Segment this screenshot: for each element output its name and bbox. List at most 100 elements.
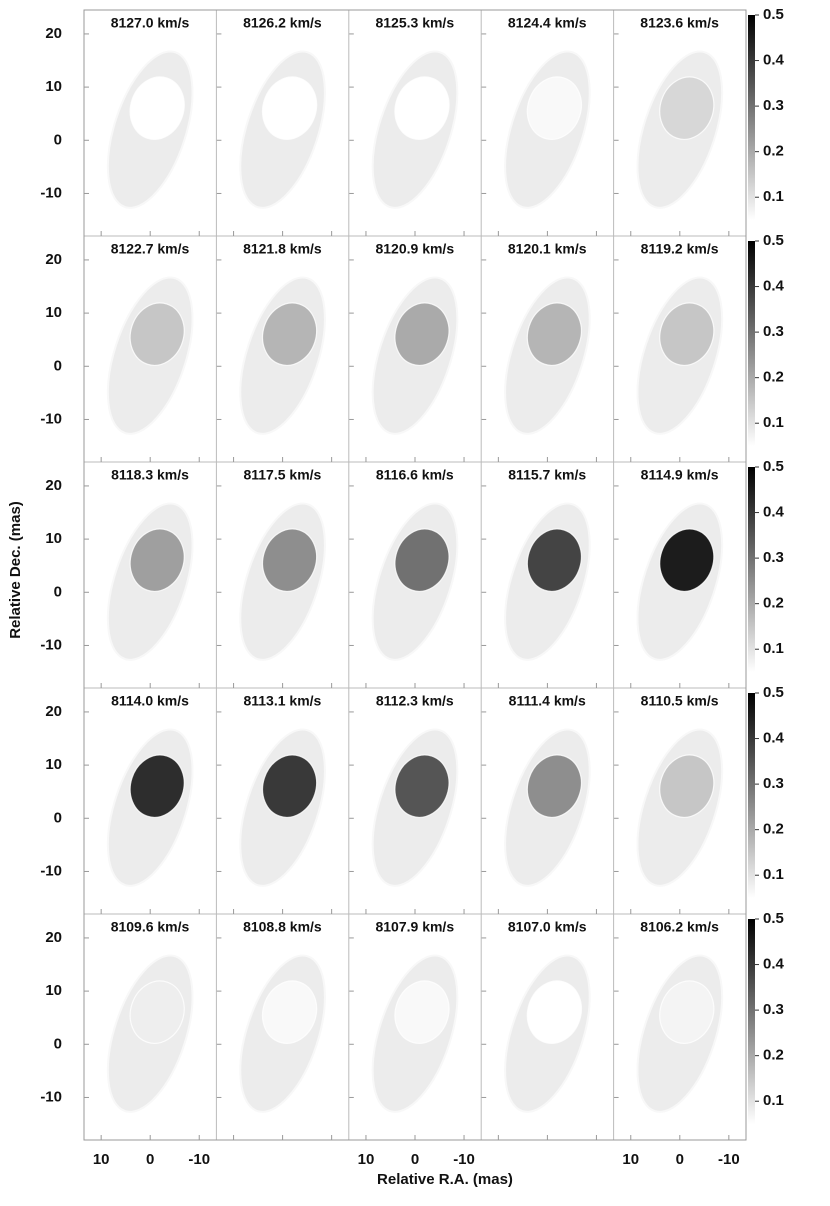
channel-label: 8107.9 km/s [375, 919, 454, 935]
colorbar-tick-label: 0.5 [763, 910, 784, 927]
channel-panel [504, 502, 591, 661]
channel-label: 8106.2 km/s [640, 919, 719, 935]
peak-emission [526, 302, 582, 366]
colorbar-tick-label: 0.4 [763, 956, 785, 973]
channel-panel [106, 502, 194, 661]
channel-label: 8125.3 km/s [375, 15, 454, 31]
channel-label: 8118.3 km/s [111, 467, 189, 483]
colorbar-tick-label: 0.4 [763, 278, 785, 295]
x-axis-label: Relative R.A. (mas) [377, 1171, 513, 1188]
channel-label: 8114.0 km/s [111, 693, 189, 709]
peak-emission [129, 302, 185, 366]
colorbar-tick-label: 0.5 [763, 6, 784, 23]
channel-panel [636, 954, 724, 1113]
colorbar-tick-label: 0.3 [763, 1001, 784, 1018]
channel-label: 8121.8 km/s [243, 241, 322, 257]
colorbar-tick-label: 0.5 [763, 458, 784, 475]
x-tick-label: 10 [358, 1151, 375, 1168]
channel-label: 8127.0 km/s [111, 15, 190, 31]
colorbar [748, 693, 755, 898]
peak-emission [129, 528, 185, 592]
peak-emission [394, 754, 450, 818]
channel-panel [636, 728, 724, 887]
colorbar-tick-label: 0.2 [763, 595, 784, 612]
channel-label: 8123.6 km/s [640, 15, 719, 31]
channel-label: 8120.9 km/s [375, 241, 454, 257]
channel-panel [239, 50, 326, 209]
channel-label: 8111.4 km/s [509, 693, 586, 709]
y-tick-label: 20 [45, 251, 62, 268]
peak-emission [659, 302, 715, 366]
channel-label: 8112.3 km/s [376, 693, 454, 709]
peak-emission [261, 302, 318, 366]
colorbar [748, 919, 755, 1124]
channel-label: 8115.7 km/s [508, 467, 586, 483]
peak-emission [526, 528, 582, 592]
y-tick-label: 10 [45, 304, 62, 321]
colorbar-tick-label: 0.3 [763, 97, 784, 114]
channel-label: 8120.1 km/s [508, 241, 587, 257]
x-tick-label: 10 [622, 1151, 639, 1168]
channel-panel [504, 50, 591, 209]
x-tick-label: 10 [93, 1151, 110, 1168]
y-tick-label: 20 [45, 929, 62, 946]
peak-emission [261, 76, 318, 140]
y-tick-label: -10 [40, 636, 62, 653]
colorbar-tick-label: 0.2 [763, 1047, 784, 1064]
channel-label: 8108.8 km/s [243, 919, 322, 935]
colorbar-tick-label: 0.1 [763, 414, 784, 431]
channel-panel [106, 954, 194, 1113]
y-tick-label: 10 [45, 756, 62, 773]
peak-emission [261, 980, 318, 1044]
peak-emission [659, 980, 715, 1044]
channel-panel [636, 50, 724, 209]
colorbar-tick-label: 0.1 [763, 1092, 784, 1109]
peak-emission [394, 980, 450, 1044]
colorbar-tick-label: 0.2 [763, 821, 784, 838]
y-tick-label: 10 [45, 78, 62, 95]
y-tick-label: 20 [45, 25, 62, 42]
y-tick-label: -10 [40, 410, 62, 427]
colorbar-tick-label: 0.3 [763, 323, 784, 340]
colorbar-tick-label: 0.3 [763, 549, 784, 566]
y-tick-label: -10 [40, 1088, 62, 1105]
x-tick-label: -10 [718, 1151, 740, 1168]
colorbar-tick-label: 0.4 [763, 504, 785, 521]
channel-panel [371, 954, 459, 1113]
peak-emission [129, 76, 185, 140]
colorbar-tick-label: 0.2 [763, 143, 784, 160]
channel-label: 8124.4 km/s [508, 15, 587, 31]
x-tick-label: 0 [411, 1151, 419, 1168]
colorbar [748, 15, 755, 220]
channel-label: 8117.5 km/s [243, 467, 321, 483]
channel-label: 8113.1 km/s [243, 693, 321, 709]
y-tick-label: 0 [54, 809, 62, 826]
y-tick-label: 0 [54, 1035, 62, 1052]
colorbar [748, 241, 755, 446]
channel-label: 8116.6 km/s [376, 467, 454, 483]
colorbar-tick-label: 0.2 [763, 369, 784, 386]
colorbar-tick-label: 0.4 [763, 52, 785, 69]
peak-emission [659, 754, 715, 818]
channel-panel [371, 276, 459, 435]
channel-panel [636, 276, 724, 435]
channel-label: 8122.7 km/s [111, 241, 190, 257]
channel-panel [106, 728, 194, 887]
channel-label: 8114.9 km/s [641, 467, 719, 483]
y-axis-label: Relative Dec. (mas) [7, 501, 24, 639]
channel-panel [636, 502, 724, 661]
peak-emission [394, 76, 450, 140]
x-tick-label: -10 [188, 1151, 210, 1168]
colorbar-tick-label: 0.5 [763, 232, 784, 249]
colorbar-tick-label: 0.3 [763, 775, 784, 792]
y-tick-label: -10 [40, 184, 62, 201]
channel-label: 8107.0 km/s [508, 919, 587, 935]
channel-panel [371, 50, 459, 209]
peak-emission [394, 528, 450, 592]
channel-panel [371, 728, 459, 887]
peak-emission [261, 754, 318, 818]
peak-emission [526, 980, 582, 1044]
x-tick-label: 0 [146, 1151, 154, 1168]
channel-panel [504, 276, 591, 435]
